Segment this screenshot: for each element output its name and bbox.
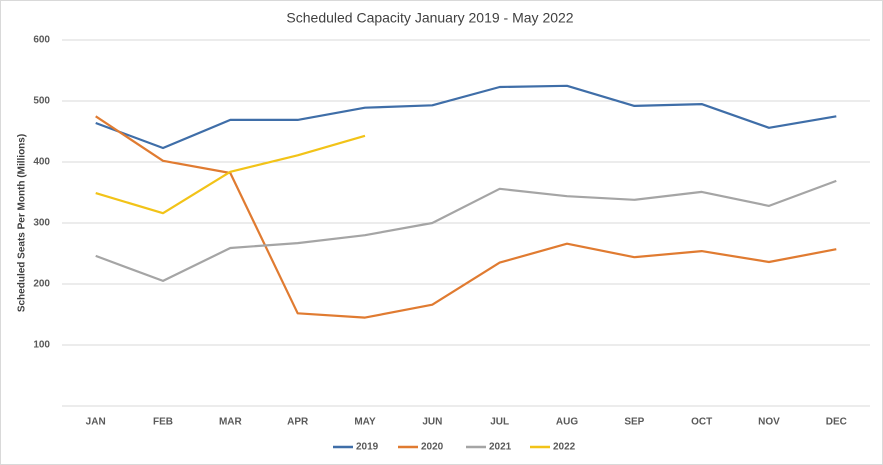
- legend-label: 2022: [553, 442, 576, 453]
- x-tick-label: JUN: [422, 417, 442, 428]
- series-line: [95, 179, 837, 282]
- x-tick-label: DEC: [826, 417, 847, 428]
- series-line: [95, 84, 837, 150]
- y-tick-label: 600: [33, 35, 50, 46]
- x-tick-label: MAY: [354, 417, 376, 428]
- y-tick-label: 200: [33, 279, 50, 290]
- x-tick-label: JUL: [490, 417, 509, 428]
- x-tick-label: AUG: [556, 417, 578, 428]
- x-tick-label: SEP: [624, 417, 644, 428]
- legend-label: 2020: [421, 442, 444, 453]
- x-tick-label: NOV: [758, 417, 780, 428]
- y-tick-label: 300: [33, 218, 50, 229]
- legend-label: 2019: [356, 442, 379, 453]
- x-tick-label: APR: [287, 417, 309, 428]
- y-tick-label: 500: [33, 96, 50, 107]
- x-tick-label: OCT: [691, 417, 712, 428]
- x-tick-label: FEB: [153, 417, 173, 428]
- chart-title: Scheduled Capacity January 2019 - May 20…: [286, 10, 573, 26]
- y-axis-label: Scheduled Seats Per Month (Millions): [17, 134, 28, 312]
- y-tick-label: 100: [33, 340, 50, 351]
- x-tick-label: JAN: [86, 417, 106, 428]
- series-line: [95, 115, 837, 319]
- y-tick-label: 400: [33, 157, 50, 168]
- series-line: [95, 134, 366, 215]
- x-tick-label: MAR: [219, 417, 243, 428]
- legend-label: 2021: [489, 442, 512, 453]
